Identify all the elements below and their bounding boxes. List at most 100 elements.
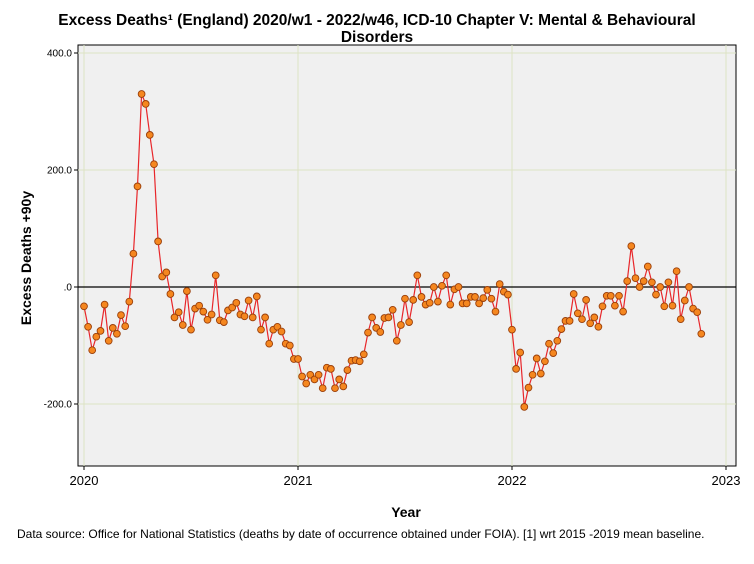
data-point [104, 336, 113, 345]
data-point [573, 309, 582, 318]
data-point [392, 336, 401, 345]
data-source-note: Data source: Office for National Statist… [17, 527, 705, 541]
data-point [656, 283, 665, 291]
data-point [96, 327, 105, 335]
data-point [88, 346, 97, 355]
data-point [565, 317, 574, 325]
data-point [442, 271, 451, 280]
data-point [582, 296, 590, 304]
data-point [512, 365, 520, 373]
data-point [141, 100, 150, 108]
data-point [483, 286, 492, 294]
data-point [528, 370, 537, 379]
data-point [261, 313, 269, 322]
data-point [545, 339, 553, 348]
data-point [129, 249, 138, 258]
data-point [162, 268, 171, 277]
data-point [487, 294, 496, 303]
chart-title-line-1: Excess Deaths¹ (England) 2020/w1 - 2022/… [58, 12, 696, 29]
data-point [524, 383, 533, 392]
data-point [594, 322, 603, 331]
data-point [343, 366, 352, 374]
data-point [376, 328, 385, 336]
data-point [693, 308, 702, 317]
data-point [113, 329, 121, 338]
data-point [479, 294, 488, 302]
data-point [536, 369, 545, 378]
data-point [84, 322, 92, 331]
data-point [660, 302, 669, 311]
x-tick-label: 2020 [70, 473, 99, 488]
data-point [384, 313, 393, 322]
data-point [298, 372, 306, 381]
data-point [195, 301, 204, 310]
data-point [648, 278, 656, 287]
data-point [652, 290, 660, 299]
data-point [170, 313, 179, 322]
data-point [627, 242, 636, 250]
data-point [187, 325, 195, 334]
plot-area [77, 44, 737, 467]
x-tick-label: 2023 [712, 473, 741, 488]
data-point [446, 300, 455, 309]
data-point [359, 350, 368, 359]
data-point [508, 325, 516, 334]
data-point [578, 315, 586, 324]
data-point [606, 291, 615, 300]
chart-title-line-2: Disorders [340, 29, 414, 46]
data-point [203, 315, 212, 324]
data-point [532, 354, 541, 363]
data-point [154, 237, 162, 246]
data-point [339, 382, 348, 391]
data-point [557, 325, 566, 333]
data-point [252, 292, 261, 301]
data-point [150, 160, 158, 169]
x-axis-label: Year [391, 504, 421, 520]
data-point [462, 299, 471, 308]
data-point [388, 305, 397, 314]
data-point [368, 313, 376, 322]
data-point [183, 287, 191, 295]
data-point [302, 379, 311, 388]
data-point [668, 301, 677, 310]
data-point [590, 313, 599, 322]
data-point [277, 327, 286, 336]
data-point [294, 355, 302, 363]
data-point [586, 319, 595, 328]
data-point [680, 296, 689, 305]
data-point [425, 298, 434, 307]
data-point [178, 321, 187, 329]
data-point [211, 271, 220, 280]
data-point [220, 318, 228, 326]
y-tick-label: -200.0 [44, 400, 73, 411]
data-point [569, 290, 578, 298]
data-point [685, 283, 693, 291]
data-point [672, 267, 681, 276]
data-point [454, 283, 463, 291]
data-point [429, 283, 438, 291]
y-tick-label: 200.0 [47, 166, 72, 177]
data-point [174, 308, 183, 317]
data-point [471, 293, 479, 301]
data-point [635, 283, 644, 291]
data-point [80, 302, 88, 311]
data-point [549, 349, 558, 357]
data-point [413, 271, 422, 280]
data-point [541, 357, 549, 366]
y-tick-label: .0 [64, 283, 73, 294]
data-point [314, 370, 323, 379]
data-point [405, 318, 413, 326]
data-point [417, 293, 426, 301]
data-point [257, 325, 265, 334]
data-point [108, 324, 117, 332]
data-point [199, 307, 208, 316]
data-point [125, 297, 134, 306]
data-point [619, 307, 627, 316]
data-point [145, 131, 154, 139]
data-point [639, 277, 648, 285]
data-point [553, 336, 562, 345]
data-point [364, 328, 372, 337]
data-point [520, 403, 529, 411]
data-point [133, 182, 142, 191]
